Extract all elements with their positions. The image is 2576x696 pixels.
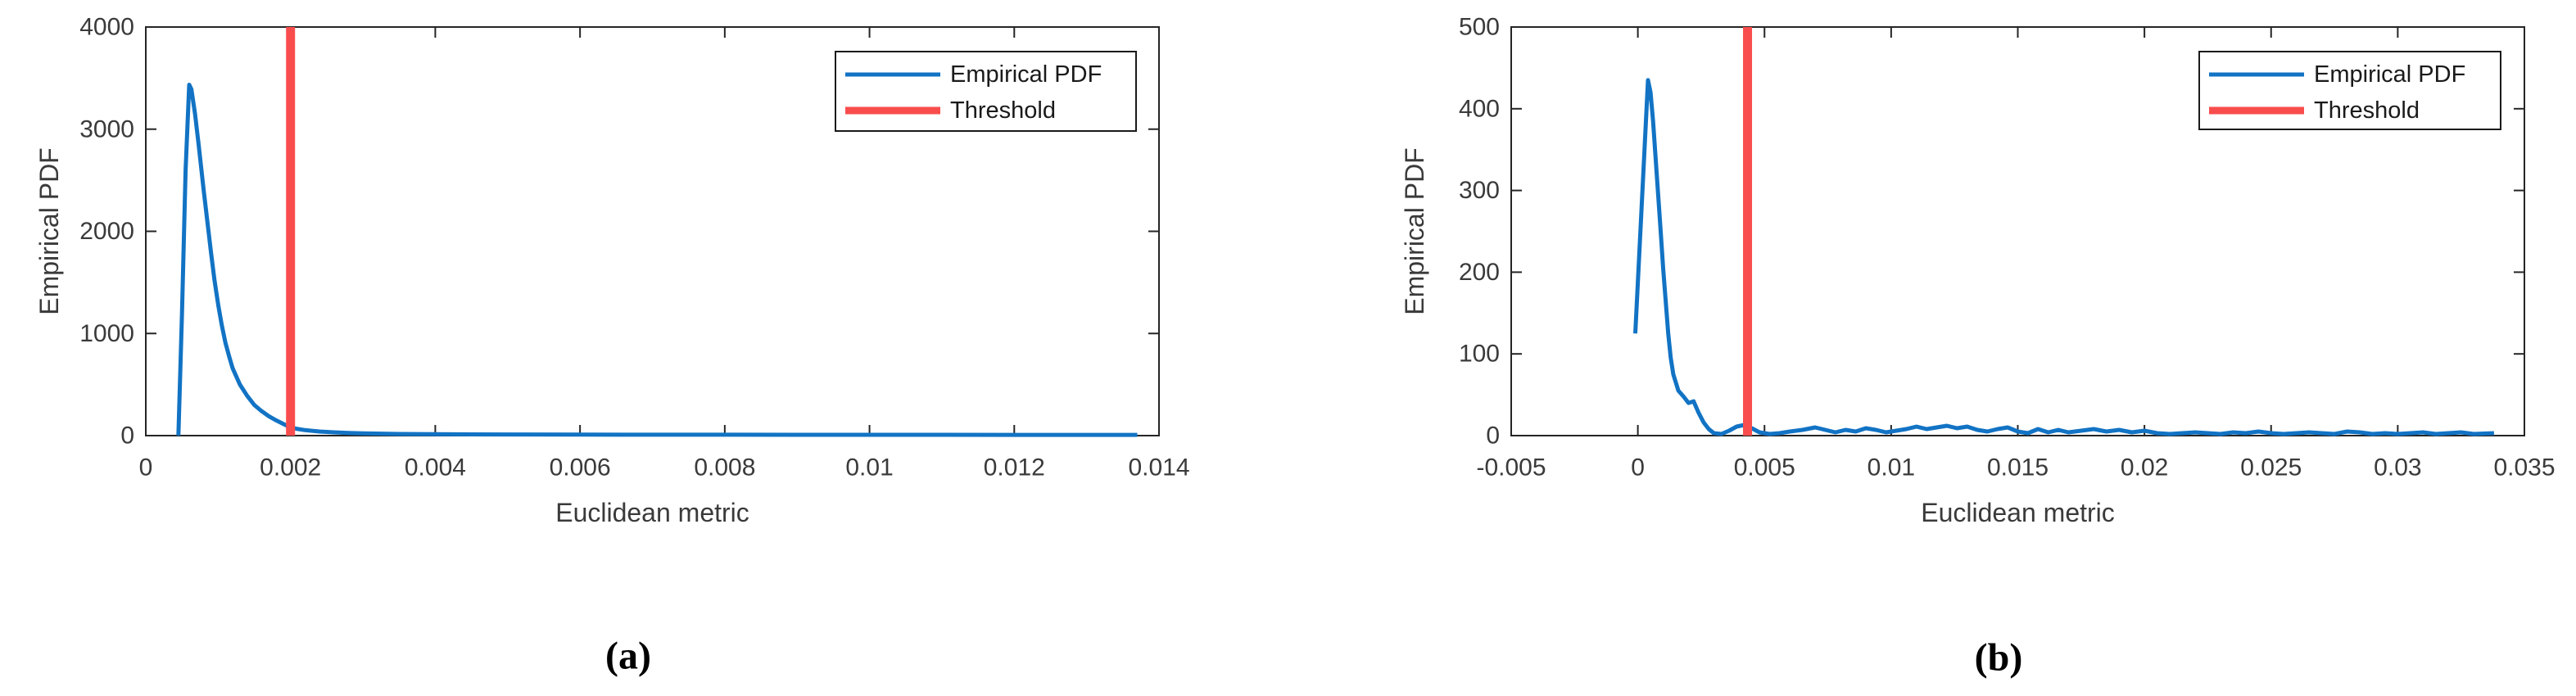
x-tick-label: 0.01 (845, 454, 893, 481)
x-tick-label: 0.02 (2121, 454, 2168, 481)
y-tick-label: 2000 (79, 218, 134, 245)
chart-panel-b: -0.005 0 0.005 0.01 0.015 0.02 0.025 0.03 0.035 0… (1400, 14, 2556, 528)
legend-entry-label: Threshold (950, 97, 1056, 124)
x-tick-label: 0.035 (2493, 454, 2555, 481)
x-tick-label: 0.004 (405, 454, 466, 481)
x-tick-label: 0.012 (984, 454, 1045, 481)
x-tick-label: 0 (139, 454, 153, 481)
y-tick-label: 500 (1459, 14, 1500, 41)
x-tick-label: 0 (1631, 454, 1645, 481)
x-tick-label: 0.03 (2374, 454, 2421, 481)
legend-entry-label: Empirical PDF (2314, 61, 2465, 88)
x-tick-label: -0.005 (1476, 454, 1546, 481)
x-axis-label: Euclidean metric (1921, 498, 2115, 527)
x-tick-label: 0.025 (2240, 454, 2302, 481)
y-axis-label: Empirical PDF (34, 147, 64, 314)
y-tick-label: 0 (120, 423, 134, 450)
empirical-pdf-line (176, 83, 1138, 437)
x-tick-label: 0.006 (550, 454, 611, 481)
y-tick-label: 200 (1459, 259, 1500, 286)
legend-box (835, 51, 1137, 132)
chart-panel-a: 0 0.002 0.004 0.006 0.008 0.01 0.012 0.014 0 1000… (34, 14, 1190, 528)
legend-entry-label: Empirical PDF (950, 61, 1102, 88)
x-tick-label: 0.015 (1987, 454, 2049, 481)
y-tick-label: 4000 (79, 14, 134, 41)
y-tick-label: 3000 (79, 115, 134, 142)
x-tick-label: 0.008 (694, 454, 755, 481)
x-tick-label: 0.005 (1734, 454, 1795, 481)
x-axis-label: Euclidean metric (555, 498, 749, 527)
y-tick-label: 100 (1459, 341, 1500, 368)
y-tick-label: 0 (1486, 423, 1500, 450)
legend-entry-label: Threshold (2314, 97, 2420, 124)
caption-b: (b) (1975, 636, 2023, 680)
empirical-pdf-line (1633, 78, 2495, 436)
legend-box (2198, 51, 2501, 130)
caption-a: (a) (605, 635, 651, 678)
x-tick-label: 0.014 (1128, 454, 1189, 481)
y-tick-label: 400 (1459, 95, 1500, 122)
legend: Empirical PDF Threshold (835, 51, 1137, 132)
legend: Empirical PDF Threshold (2198, 51, 2501, 130)
x-tick-label: 0.01 (1867, 454, 1915, 481)
y-axis-label: Empirical PDF (1400, 147, 1429, 314)
y-tick-label: 300 (1459, 177, 1500, 204)
y-tick-label: 1000 (79, 320, 134, 347)
x-tick-label: 0.002 (260, 454, 321, 481)
